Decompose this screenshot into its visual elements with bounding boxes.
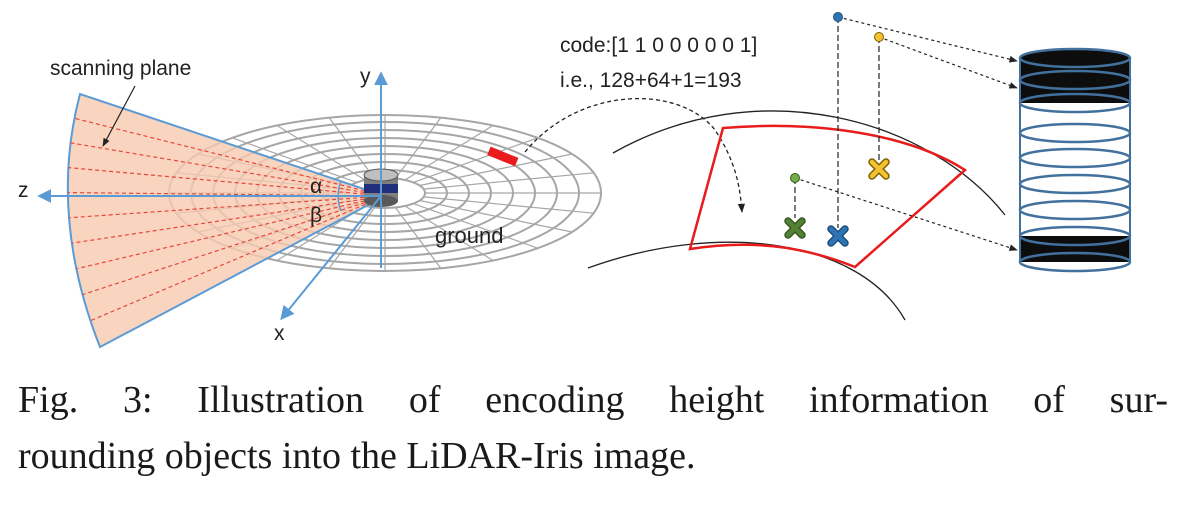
grid-spoke (404, 124, 494, 181)
code-label: code:[1 1 0 0 0 0 0 1] (560, 34, 757, 57)
grid-spoke (423, 196, 594, 214)
caption-line-1: Fig. 3: Illustration of encoding height … (18, 379, 1168, 421)
grid-spoke (419, 153, 573, 187)
inner-grid-arc (587, 241, 906, 321)
ground-marker-yellow (868, 158, 890, 180)
grid-spoke (328, 207, 376, 269)
laser-beam (90, 195, 386, 322)
angle-arc-alpha (337, 180, 342, 197)
grid-spoke (404, 205, 494, 262)
laser-beam (76, 195, 386, 270)
ground-marker-blue (827, 225, 849, 247)
angle-label-beta: β (310, 204, 322, 227)
angle-label-alpha: α (310, 175, 322, 198)
laser-beam (74, 117, 386, 197)
grid-spoke (413, 203, 538, 249)
height-bin-ring (1018, 69, 1132, 91)
angle-arc-beta (337, 195, 342, 212)
height-bin-ring (1018, 251, 1132, 273)
grid-spoke (423, 172, 594, 190)
outer-grid-arc (612, 110, 1006, 216)
caption-line-2: rounding objects into the LiDAR-Iris ima… (18, 435, 696, 477)
height-point-mid (874, 32, 884, 42)
ground-marker-green (784, 217, 806, 239)
sum-label: i.e., 128+64+1=193 (560, 69, 742, 92)
height-bin-ring (1018, 173, 1132, 195)
grid-spoke (394, 207, 442, 269)
lidar-iris-diagram: scanning plane y z x α β ground code:[1 … (18, 12, 1132, 349)
grid-spoke (419, 199, 573, 233)
laser-beam (68, 195, 386, 219)
object-on-ground (487, 146, 519, 167)
height-point-top (833, 12, 843, 22)
height-bin-ring (1018, 199, 1132, 221)
height-bin-ring (1018, 47, 1132, 69)
grid-spoke (276, 124, 366, 181)
grid-spoke (413, 137, 538, 183)
grid-spoke (394, 117, 442, 179)
axis-label-y: y (360, 65, 371, 88)
laser-beam (68, 166, 386, 197)
ground-label: ground (435, 223, 504, 248)
coordinate-axes (37, 71, 388, 321)
projection-lines (794, 16, 1018, 251)
grid-spoke (232, 137, 357, 183)
height-bin-cylinder (1018, 47, 1132, 273)
axis-label-x: x (274, 322, 285, 345)
scanning-plane-pointer (102, 85, 136, 147)
height-bin-ring (1018, 122, 1132, 144)
height-bin-ring (1018, 225, 1132, 247)
grid-spoke (328, 117, 376, 179)
height-point-low (790, 173, 800, 183)
scanning-plane-label: scanning plane (50, 57, 191, 80)
height-bin-ring (1018, 147, 1132, 169)
height-bin-ring (1018, 92, 1132, 114)
figure-caption: Fig. 3: Illustration of encoding height … (18, 372, 1168, 484)
axis-label-z: z (18, 179, 29, 202)
zoomed-bin-sector (688, 124, 968, 269)
laser-beam (71, 195, 386, 244)
